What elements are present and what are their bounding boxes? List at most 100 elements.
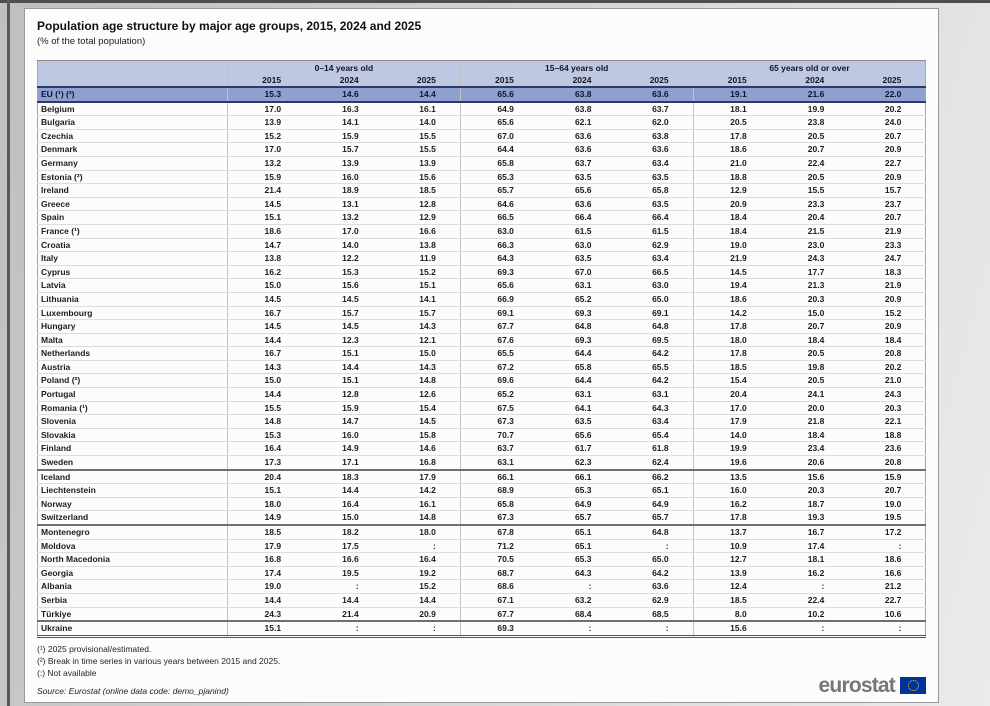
country-label: Albania bbox=[37, 579, 228, 594]
data-cell: 63.1 bbox=[537, 278, 616, 293]
data-cell: : bbox=[848, 539, 926, 554]
data-cell: 22.0 bbox=[848, 86, 926, 103]
data-cell: 17.7 bbox=[770, 265, 849, 280]
country-label: Serbia bbox=[37, 593, 228, 608]
footnote-line: (²) Break in time series in various year… bbox=[37, 656, 281, 667]
data-cell: 67.7 bbox=[459, 319, 538, 334]
data-cell: 64.8 bbox=[615, 523, 694, 540]
data-cell: 19.5 bbox=[848, 510, 926, 526]
data-cell: 14.3 bbox=[227, 360, 306, 375]
table-row: Finland 16.4 14.9 14.6 63.7 61.7 61.8 19.9 23.4 2… bbox=[37, 441, 926, 457]
year-header: 2024 bbox=[770, 74, 849, 87]
country-label: Germany bbox=[37, 156, 228, 171]
year-header: 2025 bbox=[382, 74, 461, 87]
data-cell: 16.0 bbox=[692, 483, 771, 498]
data-cell: 64.4 bbox=[459, 142, 538, 157]
table-row: Hungary 14.5 14.5 14.3 67.7 64.8 64.8 17.8 20.7 2… bbox=[37, 319, 926, 334]
eurostat-logo: eurostat bbox=[819, 675, 926, 696]
data-cell: 70.5 bbox=[459, 552, 538, 567]
data-cell: 15.9 bbox=[305, 129, 383, 144]
data-cell: 14.9 bbox=[227, 510, 306, 526]
year-header: 2024 bbox=[537, 74, 616, 87]
data-cell: 69.3 bbox=[537, 306, 616, 321]
data-cell: 63.1 bbox=[537, 387, 616, 402]
table-row: Portugal 14.4 12.8 12.6 65.2 63.1 63.1 20.4 24.1… bbox=[37, 387, 926, 402]
data-cell: : bbox=[305, 620, 383, 638]
data-cell: 64.4 bbox=[537, 346, 616, 361]
data-cell: 21.3 bbox=[770, 278, 849, 293]
data-cell: 63.1 bbox=[459, 455, 538, 471]
data-cell: 13.9 bbox=[382, 156, 461, 171]
data-cell: 24.3 bbox=[848, 387, 926, 402]
country-label: Ireland bbox=[37, 183, 228, 198]
data-cell: 21.6 bbox=[770, 86, 849, 103]
data-cell: 62.0 bbox=[615, 115, 694, 130]
data-cell: 18.2 bbox=[305, 523, 383, 540]
data-cell: 14.8 bbox=[227, 414, 306, 429]
table-row: Croatia 14.7 14.0 13.8 66.3 63.0 62.9 19.0 23.0 2… bbox=[37, 238, 926, 253]
data-cell: 14.2 bbox=[382, 483, 461, 498]
data-cell: 17.5 bbox=[305, 539, 383, 554]
country-label: Austria bbox=[37, 360, 228, 375]
eurostat-logo-text: eurostat bbox=[818, 674, 896, 697]
year-header: 2015 bbox=[227, 74, 306, 87]
data-cell: 13.1 bbox=[305, 197, 383, 212]
table-row: Ukraine 15.1::69.3::15.6:: bbox=[37, 620, 926, 638]
table-row: Sweden 17.3 17.1 16.8 63.1 62.3 62.4 19.6 20.6 20… bbox=[37, 455, 926, 471]
data-cell: 15.9 bbox=[227, 170, 306, 185]
data-cell: 65.8 bbox=[537, 360, 616, 375]
data-cell: 12.6 bbox=[382, 387, 461, 402]
data-cell: 16.4 bbox=[305, 497, 383, 512]
data-cell: 14.9 bbox=[305, 441, 383, 457]
data-cell: 10.6 bbox=[848, 607, 926, 622]
data-cell: 13.2 bbox=[227, 156, 306, 171]
data-cell: 20.8 bbox=[848, 346, 926, 361]
data-cell: 65.5 bbox=[615, 360, 694, 375]
data-cell: 20.4 bbox=[227, 468, 306, 485]
data-cell: 20.6 bbox=[770, 455, 849, 471]
data-cell: 22.4 bbox=[770, 156, 849, 171]
data-cell: 15.0 bbox=[227, 373, 306, 389]
data-cell: : bbox=[537, 579, 616, 594]
data-cell: 18.3 bbox=[848, 265, 926, 280]
data-cell: 14.4 bbox=[382, 593, 461, 608]
data-cell: 17.0 bbox=[305, 224, 383, 239]
data-cell: 17.2 bbox=[848, 523, 926, 540]
data-cell: 11.9 bbox=[382, 251, 461, 266]
data-cell: 62.1 bbox=[537, 115, 616, 130]
data-cell: 17.8 bbox=[692, 319, 771, 334]
data-cell: 24.3 bbox=[770, 251, 849, 266]
data-cell: 18.5 bbox=[227, 523, 306, 540]
data-cell: 61.7 bbox=[537, 441, 616, 457]
table-header: 0–14 years old 15–64 years old 65 years ol… bbox=[37, 60, 926, 87]
country-label: Latvia bbox=[37, 278, 228, 293]
data-cell: 20.2 bbox=[848, 101, 926, 117]
data-cell: 13.8 bbox=[382, 238, 461, 253]
group-header-row: 0–14 years old 15–64 years old 65 years ol… bbox=[37, 60, 926, 74]
data-cell: 15.1 bbox=[227, 210, 306, 225]
country-label: Estonia (²) bbox=[37, 170, 228, 185]
data-cell: 66.4 bbox=[537, 210, 616, 225]
table-row: France (¹) 18.6 17.0 16.6 63.0 61.5 61.5 18.4 21… bbox=[37, 224, 926, 239]
data-cell: 63.6 bbox=[615, 579, 694, 594]
country-label: Malta bbox=[37, 333, 228, 348]
data-cell: 19.9 bbox=[692, 441, 771, 457]
data-cell: 20.5 bbox=[770, 346, 849, 361]
country-label: Iceland bbox=[37, 468, 228, 485]
data-cell: 16.3 bbox=[305, 101, 383, 117]
data-cell: 63.6 bbox=[537, 197, 616, 212]
data-cell: 16.4 bbox=[227, 441, 306, 457]
data-cell: 14.4 bbox=[305, 593, 383, 608]
data-cell: 10.9 bbox=[692, 539, 771, 554]
data-cell: 20.5 bbox=[770, 373, 849, 389]
data-cell: 23.8 bbox=[770, 115, 849, 130]
data-cell: 23.7 bbox=[848, 197, 926, 212]
country-label: North Macedonia bbox=[37, 552, 228, 567]
data-cell: 22.1 bbox=[848, 414, 926, 429]
data-cell: 63.0 bbox=[615, 278, 694, 293]
data-cell: 10.2 bbox=[770, 607, 849, 622]
data-cell: 17.1 bbox=[305, 455, 383, 471]
data-cell: 65.4 bbox=[615, 428, 694, 443]
data-cell: 12.8 bbox=[305, 387, 383, 402]
data-cell: 64.1 bbox=[537, 401, 616, 416]
